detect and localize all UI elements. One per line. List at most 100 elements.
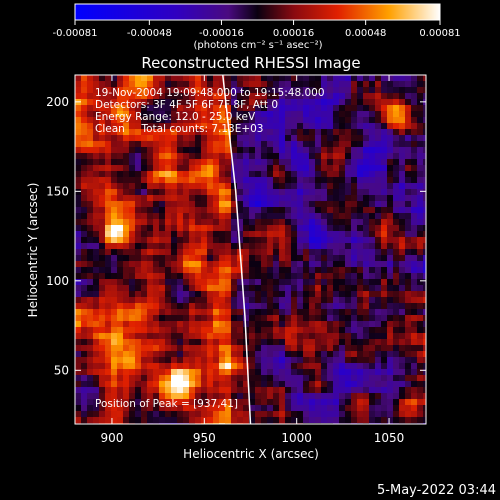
heatmap-cell bbox=[249, 273, 256, 280]
heatmap-cell bbox=[315, 201, 322, 208]
heatmap-cell bbox=[231, 339, 238, 346]
heatmap-cell bbox=[201, 201, 208, 208]
heatmap-cell bbox=[267, 219, 274, 226]
heatmap-cell bbox=[231, 327, 238, 334]
heatmap-cell bbox=[423, 105, 426, 112]
heatmap-cell bbox=[381, 417, 388, 424]
heatmap-cell bbox=[309, 249, 316, 256]
heatmap-cell bbox=[123, 381, 130, 388]
heatmap-cell bbox=[219, 393, 226, 400]
heatmap-cell bbox=[213, 243, 220, 250]
heatmap-cell bbox=[93, 315, 100, 322]
heatmap-cell bbox=[261, 417, 268, 424]
heatmap-cell bbox=[255, 141, 262, 148]
heatmap-cell bbox=[399, 405, 406, 412]
heatmap-cell bbox=[231, 225, 238, 232]
heatmap-cell bbox=[219, 249, 226, 256]
heatmap-cell bbox=[393, 159, 400, 166]
heatmap-cell bbox=[327, 351, 334, 358]
heatmap-cell bbox=[267, 255, 274, 262]
heatmap-cell bbox=[315, 351, 322, 358]
heatmap-cell bbox=[93, 81, 100, 88]
heatmap-cell bbox=[201, 351, 208, 358]
heatmap-cell bbox=[189, 405, 196, 412]
heatmap-cell bbox=[387, 135, 394, 142]
heatmap-cell bbox=[309, 129, 316, 136]
heatmap-cell bbox=[351, 417, 358, 424]
heatmap-cell bbox=[225, 219, 232, 226]
heatmap-cell bbox=[297, 243, 304, 250]
heatmap-cell bbox=[423, 81, 426, 88]
heatmap-cell bbox=[315, 255, 322, 262]
heatmap-cell bbox=[303, 291, 310, 298]
heatmap-cell bbox=[285, 405, 292, 412]
heatmap-cell bbox=[309, 273, 316, 280]
heatmap-cell bbox=[219, 255, 226, 262]
heatmap-cell bbox=[117, 147, 124, 154]
heatmap-cell bbox=[339, 93, 346, 100]
heatmap-cell bbox=[387, 309, 394, 316]
heatmap-cell bbox=[339, 417, 346, 424]
heatmap-cell bbox=[225, 405, 232, 412]
heatmap-cell bbox=[363, 141, 370, 148]
heatmap-cell bbox=[297, 267, 304, 274]
heatmap-cell bbox=[237, 231, 244, 238]
heatmap-cell bbox=[195, 87, 202, 94]
heatmap-cell bbox=[117, 267, 124, 274]
heatmap-cell bbox=[387, 393, 394, 400]
heatmap-cell bbox=[297, 231, 304, 238]
heatmap-cell bbox=[243, 123, 250, 130]
heatmap-cell bbox=[399, 303, 406, 310]
x-tick-label: 900 bbox=[100, 431, 123, 445]
heatmap-cell bbox=[117, 345, 124, 352]
plot-frame bbox=[74, 74, 427, 425]
heatmap-cell bbox=[249, 129, 256, 136]
heatmap-cell bbox=[123, 195, 130, 202]
heatmap-cell bbox=[297, 189, 304, 196]
heatmap-cell bbox=[189, 135, 196, 142]
heatmap-cell bbox=[387, 111, 394, 118]
heatmap-cell bbox=[279, 93, 286, 100]
heatmap-cell bbox=[93, 261, 100, 268]
heatmap-cell bbox=[249, 219, 256, 226]
heatmap-cell bbox=[303, 399, 310, 406]
heatmap-cell bbox=[93, 201, 100, 208]
heatmap-cell bbox=[351, 177, 358, 184]
heatmap-cell bbox=[273, 243, 280, 250]
heatmap-cell bbox=[411, 171, 418, 178]
heatmap-cell bbox=[159, 93, 166, 100]
solar-limb-curve bbox=[222, 75, 252, 424]
heatmap-cell bbox=[261, 141, 268, 148]
heatmap-cell bbox=[255, 279, 262, 286]
heatmap-cell bbox=[213, 333, 220, 340]
heatmap-cell bbox=[129, 225, 136, 232]
heatmap-cell bbox=[171, 399, 178, 406]
heatmap-cell bbox=[189, 99, 196, 106]
heatmap-cell bbox=[297, 219, 304, 226]
heatmap-cell bbox=[327, 87, 334, 94]
heatmap-cell bbox=[339, 129, 346, 136]
heatmap-cell bbox=[273, 291, 280, 298]
heatmap-cell bbox=[81, 195, 88, 202]
heatmap-cell bbox=[405, 267, 412, 274]
heatmap-cell bbox=[231, 201, 238, 208]
heatmap-cell bbox=[129, 315, 136, 322]
heatmap-cell bbox=[183, 363, 190, 370]
heatmap-cell bbox=[93, 393, 100, 400]
heatmap-cell bbox=[321, 189, 328, 196]
heatmap-cell bbox=[327, 99, 334, 106]
heatmap-cell bbox=[333, 201, 340, 208]
heatmap-cell bbox=[321, 351, 328, 358]
heatmap-cell bbox=[183, 225, 190, 232]
heatmap-cell bbox=[321, 261, 328, 268]
heatmap-cell bbox=[291, 123, 298, 130]
heatmap-cell bbox=[195, 387, 202, 394]
heatmap-cell bbox=[285, 321, 292, 328]
heatmap-cell bbox=[75, 291, 82, 298]
heatmap-cell bbox=[333, 111, 340, 118]
heatmap-cell bbox=[417, 93, 424, 100]
heatmap-cell bbox=[153, 129, 160, 136]
heatmap-cell bbox=[423, 393, 426, 400]
heatmap-cell bbox=[153, 117, 160, 124]
heatmap-cell bbox=[243, 243, 250, 250]
